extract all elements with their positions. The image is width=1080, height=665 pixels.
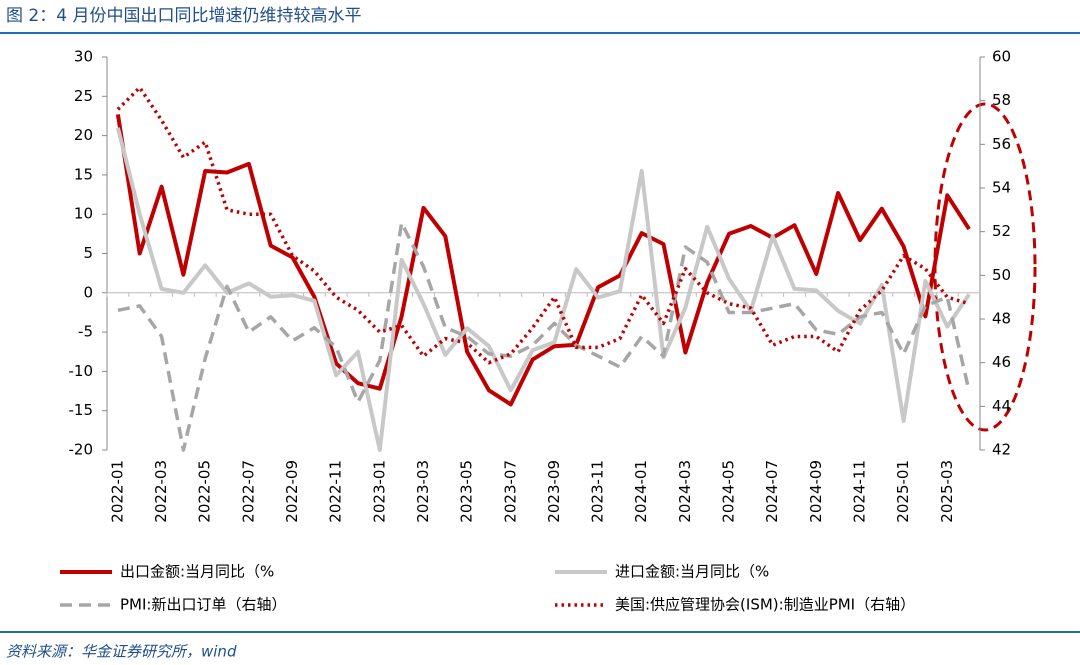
x-tick-label: 2023-03 — [414, 460, 432, 523]
legend-label: PMI:新出口订单（右轴） — [120, 596, 286, 614]
y-tick-label: 15 — [74, 165, 93, 183]
y2-tick-label: 54 — [992, 179, 1011, 197]
legend-label: 进口金额:当月同比（% — [615, 563, 769, 581]
x-tick-label: 2022-01 — [108, 460, 126, 523]
x-tick-label: 2024-09 — [807, 460, 825, 523]
y-tick-label: 5 — [83, 244, 93, 262]
x-tick-label: 2023-09 — [545, 460, 563, 523]
legend-label: 美国:供应管理协会(ISM):制造业PMI（右轴） — [615, 596, 915, 614]
highlight-ellipse — [933, 102, 1037, 432]
series-line — [115, 127, 971, 452]
y2-tick-label: 44 — [992, 397, 1011, 415]
source-note: 资料来源：华金证券研究所，wind — [6, 643, 237, 661]
x-tick-label: 2024-05 — [720, 460, 738, 523]
x-tick-label: 2024-01 — [632, 460, 650, 523]
y-tick-label: 0 — [83, 283, 93, 301]
x-tick-label: 2023-11 — [589, 460, 607, 523]
y2-tick-label: 58 — [992, 91, 1011, 109]
y-tick-label: 10 — [74, 205, 93, 223]
y-tick-label: -10 — [69, 362, 94, 380]
y-tick-label: 25 — [74, 87, 93, 105]
x-tick-label: 2022-11 — [327, 460, 345, 523]
x-tick-label: 2023-01 — [370, 460, 388, 523]
y-tick-label: -5 — [78, 323, 93, 341]
x-tick-label: 2023-07 — [501, 460, 519, 523]
chart-title: 图 2：4 月份中国出口同比增速仍维持较高水平 — [6, 6, 361, 26]
y2-tick-label: 50 — [992, 266, 1011, 284]
y2-tick-label: 60 — [992, 48, 1011, 66]
y-tick-label: 20 — [74, 126, 93, 144]
series-line — [117, 221, 971, 452]
y2-tick-label: 46 — [992, 353, 1011, 371]
x-tick-label: 2022-09 — [283, 460, 301, 523]
x-tick-label: 2025-03 — [938, 460, 956, 523]
y2-tick-label: 42 — [992, 441, 1011, 459]
x-tick-label: 2022-07 — [239, 460, 257, 523]
y2-tick-label: 56 — [992, 135, 1011, 153]
y2-tick-label: 52 — [992, 222, 1011, 240]
x-tick-label: 2024-11 — [850, 460, 868, 523]
series-line — [115, 114, 971, 407]
x-tick-label: 2022-03 — [152, 460, 170, 523]
x-tick-label: 2025-01 — [894, 460, 912, 523]
x-tick-label: 2023-05 — [458, 460, 476, 523]
x-tick-label: 2024-07 — [763, 460, 781, 523]
y-tick-label: -15 — [69, 401, 94, 419]
y-tick-label: 30 — [74, 48, 93, 66]
x-tick-label: 2022-05 — [196, 460, 214, 523]
legend-label: 出口金额:当月同比（% — [120, 563, 274, 581]
y2-tick-label: 48 — [992, 310, 1011, 328]
y-tick-label: -20 — [69, 441, 94, 459]
x-tick-label: 2024-03 — [676, 460, 694, 523]
